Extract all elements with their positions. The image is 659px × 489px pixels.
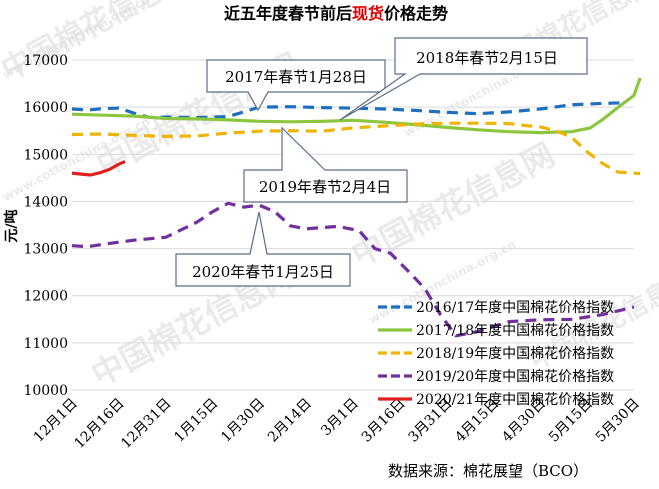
y-tick-label: 10000 (23, 383, 68, 399)
series-line (71, 201, 635, 338)
chart-title: 近五年度春节前后现货价格走势 (224, 4, 448, 23)
y-tick-labels: 10000 11000 12000 13000 14000 15000 16000 17000 (23, 53, 68, 399)
y-tick-label: 17000 (23, 53, 68, 69)
series-lines (71, 77, 642, 338)
annotation-callout (206, 59, 386, 112)
annotation-2020: 2020年春节1月25日 (175, 211, 351, 287)
annotation-2018: 2018年春节2月15日 (339, 37, 588, 121)
legend: 2016/17年度中国棉花价格指数 2017/18年度中国棉花价格指数 2018/1… (378, 299, 614, 408)
y-tick-label: 15000 (23, 147, 68, 163)
annotation-2017: 2017年春节1月28日 (206, 59, 386, 112)
chart-title-suffix: 价格走势 (384, 4, 448, 23)
legend-label: 2019/20年度中国棉花价格指数 (416, 368, 614, 385)
annotation-callout (243, 126, 408, 203)
series-line (71, 77, 642, 135)
legend-label: 2018/19年度中国棉花价格指数 (416, 345, 614, 362)
series-line (71, 121, 641, 176)
legend-label: 2016/17年度中国棉花价格指数 (416, 299, 614, 316)
annotation-callout (175, 211, 351, 287)
y-tick-label: 16000 (23, 100, 68, 116)
y-tick-label: 14000 (23, 194, 68, 210)
annotation-label: 2019年春节2月4日 (259, 178, 391, 196)
x-tick-label: 12月16日 (71, 396, 127, 452)
x-tick-label: 3月1日 (318, 396, 362, 440)
y-tick-label: 12000 (23, 289, 68, 305)
data-source: 数据来源：棉花展望（BCO） (388, 462, 588, 480)
x-tick-label: 1月30日 (218, 396, 268, 446)
chart-title-prefix: 近五年度春节前后 (224, 4, 352, 23)
series-line (71, 101, 622, 120)
y-tick-label: 13000 (23, 242, 68, 258)
legend-label: 2020/21年度中国棉花价格指数 (416, 391, 614, 408)
legend-label: 2017/18年度中国棉花价格指数 (416, 322, 614, 339)
x-tick-label: 1月15日 (171, 396, 221, 446)
annotation-callout (339, 37, 588, 121)
x-tick-label: 2月14日 (265, 396, 315, 446)
gridlines (72, 59, 634, 391)
annotation-2019: 2019年春节2月4日 (243, 126, 408, 203)
annotation-label: 2018年春节2月15日 (416, 49, 558, 67)
series-line (71, 159, 126, 177)
x-tick-label: 12月31日 (118, 396, 174, 452)
x-tick-label: 3月16日 (359, 396, 409, 446)
annotation-label: 2020年春节1月25日 (192, 263, 334, 281)
y-tick-label: 11000 (23, 336, 68, 352)
chart-title-highlight: 现货 (352, 4, 384, 23)
annotation-label: 2017年春节1月28日 (225, 68, 367, 86)
y-axis-label: 元/吨 (3, 209, 20, 242)
